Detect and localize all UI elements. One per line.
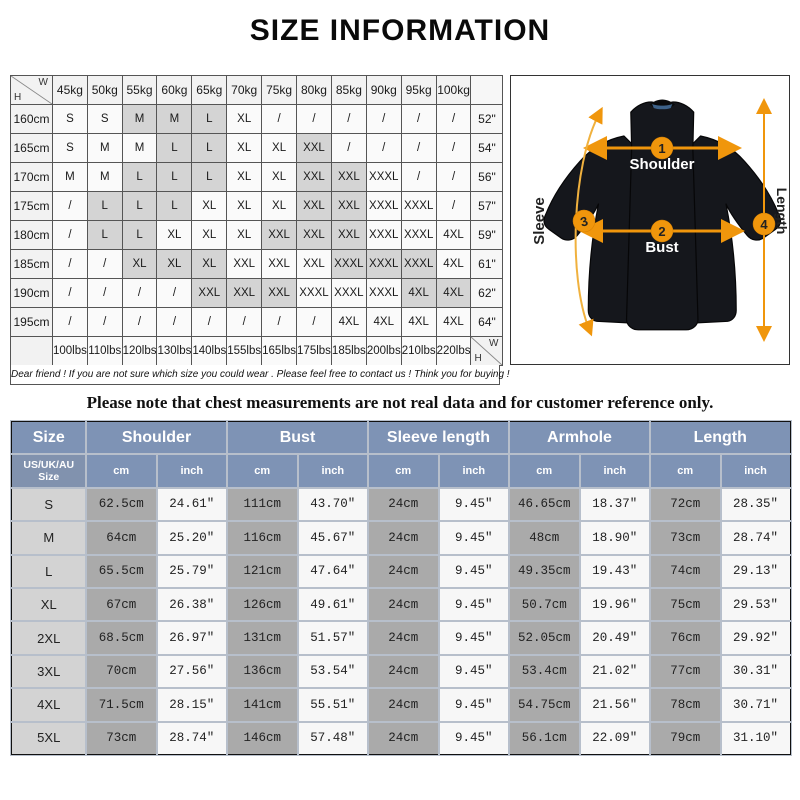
svg-text:1: 1 [658,141,665,156]
svg-text:Shoulder: Shoulder [629,156,694,173]
svg-text:Bust: Bust [645,239,678,256]
svg-text:Length: Length [774,188,790,235]
svg-text:Sleeve: Sleeve [531,197,548,245]
svg-text:2: 2 [658,224,665,239]
svg-text:4: 4 [760,217,768,232]
